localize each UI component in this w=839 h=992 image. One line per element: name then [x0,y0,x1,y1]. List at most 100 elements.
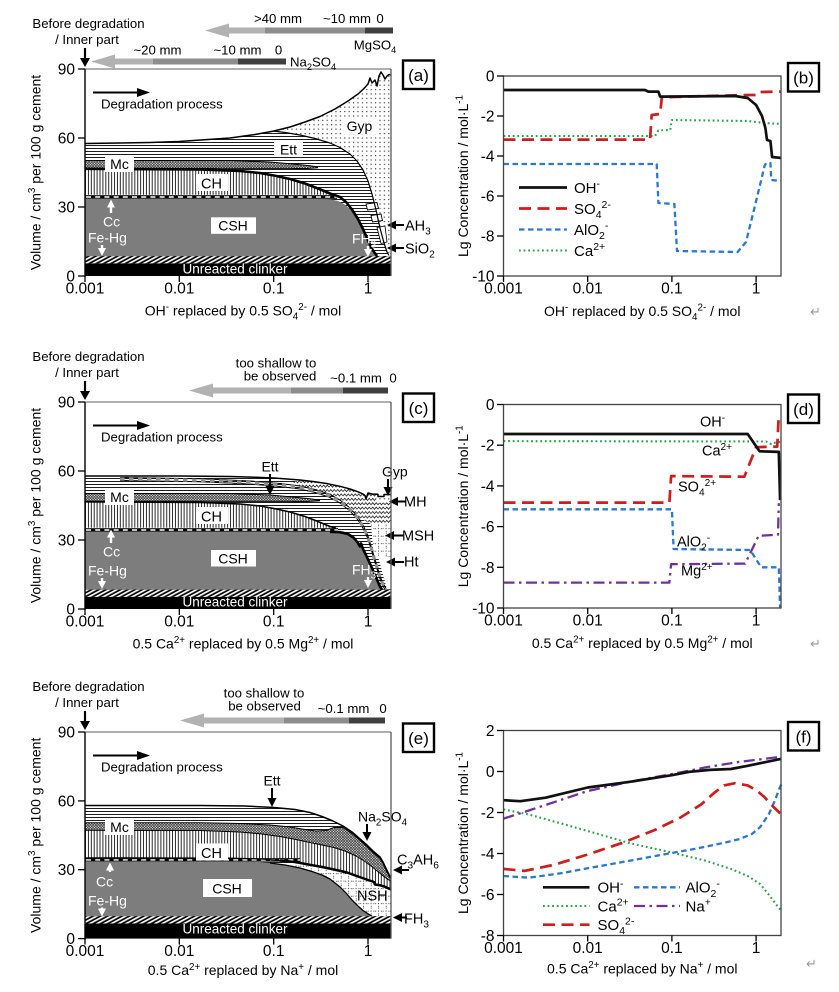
svg-text:C3AH6: C3AH6 [397,853,439,872]
svg-text:Ca2+: Ca2+ [702,442,732,460]
svg-text:60: 60 [58,131,76,148]
svg-text:0.01: 0.01 [573,940,603,957]
svg-text:Before degradation: Before degradation [32,16,144,31]
svg-text:SO42+: SO42+ [678,478,716,499]
svg-text:0: 0 [486,397,495,414]
svg-text:(f): (f) [795,728,811,747]
svg-text:-4: -4 [481,149,495,166]
svg-text:-2: -2 [481,109,495,126]
svg-text:Na2SO4: Na2SO4 [290,55,336,73]
svg-text:Ett: Ett [280,142,297,158]
svg-text:NSH: NSH [357,889,388,905]
svg-text:Unreacted clinker: Unreacted clinker [182,922,288,937]
svg-text:0.5 Ca2+ replaced by Na+ / mol: 0.5 Ca2+ replaced by Na+ / mol [148,962,338,978]
svg-text:0: 0 [486,69,495,86]
svg-text:0.1: 0.1 [661,940,683,957]
svg-text:0.001: 0.001 [66,943,105,960]
svg-text:0.01: 0.01 [573,613,603,630]
svg-text:-6: -6 [481,519,495,536]
svg-text:Ett: Ett [263,773,280,789]
svg-text:Mc: Mc [110,156,129,172]
svg-text:MH: MH [404,495,427,511]
svg-text:~10 mm: ~10 mm [213,43,261,58]
svg-text:0.001: 0.001 [484,613,523,630]
svg-text:1: 1 [752,940,761,957]
svg-text:90: 90 [58,725,76,742]
svg-text:60: 60 [58,793,76,810]
svg-text:OH- replaced by 0.5 SO42- / mo: OH- replaced by 0.5 SO42- / mol [145,302,341,322]
svg-text:Mc: Mc [110,819,129,835]
svg-text:(d): (d) [793,400,814,419]
svg-text:/ Inner part: / Inner part [55,695,119,710]
svg-text:Mg2+: Mg2+ [681,562,713,580]
svg-text:0: 0 [379,701,386,716]
svg-text:0: 0 [486,764,495,781]
svg-text:~0.1 mm: ~0.1 mm [330,371,382,386]
svg-text:0.001: 0.001 [484,281,523,298]
svg-text:0: 0 [66,269,75,286]
svg-text:0.01: 0.01 [573,281,603,298]
svg-text:0.01: 0.01 [164,281,194,298]
svg-text:Volume / cm3 per 100 g cement: Volume / cm3 per 100 g cement [27,75,43,270]
svg-text:Cc: Cc [103,214,120,230]
svg-text:0.5 Ca2+ replaced by Na+ / mol: 0.5 Ca2+ replaced by Na+ / mol [547,960,737,976]
svg-text:1: 1 [364,943,373,960]
svg-text:~20 mm: ~20 mm [133,43,181,58]
svg-text:CSH: CSH [212,881,242,897]
svg-text:90: 90 [58,62,76,79]
svg-text:Degradation process: Degradation process [101,430,223,445]
svg-text:CSH: CSH [218,218,248,234]
svg-text:Lg Concentration / mol·L-1: Lg Concentration / mol·L-1 [455,752,471,914]
svg-text:Fe-Hg: Fe-Hg [88,563,127,579]
svg-text:Degradation process: Degradation process [101,97,223,112]
svg-text:AlO2-: AlO2- [677,533,710,554]
svg-text:~10 mm: ~10 mm [323,11,371,26]
svg-text:Cc: Cc [96,874,113,890]
svg-text:0: 0 [389,371,396,386]
svg-text:-4: -4 [481,478,495,495]
svg-text:1: 1 [752,613,761,630]
svg-text:~0.1 mm: ~0.1 mm [318,701,370,716]
svg-text:Unreacted clinker: Unreacted clinker [182,262,288,277]
svg-text:0.1: 0.1 [661,281,683,298]
svg-text:0.5 Ca2+ replaced by 0.5 Mg2+: 0.5 Ca2+ replaced by 0.5 Mg2+ / mol [532,635,753,651]
svg-text:SO42-: SO42- [598,915,635,937]
svg-text:SiO2: SiO2 [405,242,435,261]
svg-text:0.1: 0.1 [263,943,285,960]
svg-text:Mc: Mc [110,489,129,505]
svg-text:Fe-Hg: Fe-Hg [88,893,127,909]
svg-text:↵: ↵ [810,304,821,319]
svg-text:-2: -2 [481,805,495,822]
svg-text:-6: -6 [481,189,495,206]
svg-text:be observed: be observed [244,369,317,384]
svg-text:MSH: MSH [402,529,434,545]
svg-text:(b): (b) [793,69,814,88]
svg-text:30: 30 [58,533,76,550]
svg-text:0: 0 [275,43,282,58]
svg-text:0.5 Ca2+ replaced by 0.5 Mg2+: 0.5 Ca2+ replaced by 0.5 Mg2+ / mol [133,635,354,651]
svg-text:Ett: Ett [261,459,278,475]
svg-text:CH: CH [201,846,222,862]
svg-text:Degradation process: Degradation process [101,760,223,775]
svg-text:OH-: OH- [574,178,601,197]
svg-text:FH3: FH3 [352,562,377,582]
svg-text:0.1: 0.1 [263,614,285,631]
svg-text:-8: -8 [481,560,495,577]
svg-text:0.1: 0.1 [661,613,683,630]
svg-text:Before degradation: Before degradation [32,349,144,364]
svg-text:AH3: AH3 [405,219,431,238]
svg-text:Volume / cm3 per 100 g cement: Volume / cm3 per 100 g cement [27,408,43,603]
svg-text:1: 1 [752,281,761,298]
svg-text:1: 1 [364,614,373,631]
svg-text:be observed: be observed [228,699,301,714]
svg-text:0.01: 0.01 [164,614,194,631]
svg-text:FH3: FH3 [404,912,429,931]
svg-text:Unreacted clinker: Unreacted clinker [182,595,288,610]
svg-text:CSH: CSH [218,550,248,566]
svg-text:(e): (e) [408,729,429,748]
svg-text:Fe-Hg: Fe-Hg [88,230,127,246]
svg-text:0: 0 [376,11,383,26]
svg-text:-10: -10 [472,269,495,286]
svg-text:Ca2+: Ca2+ [574,241,605,260]
svg-text:CH: CH [201,509,222,525]
